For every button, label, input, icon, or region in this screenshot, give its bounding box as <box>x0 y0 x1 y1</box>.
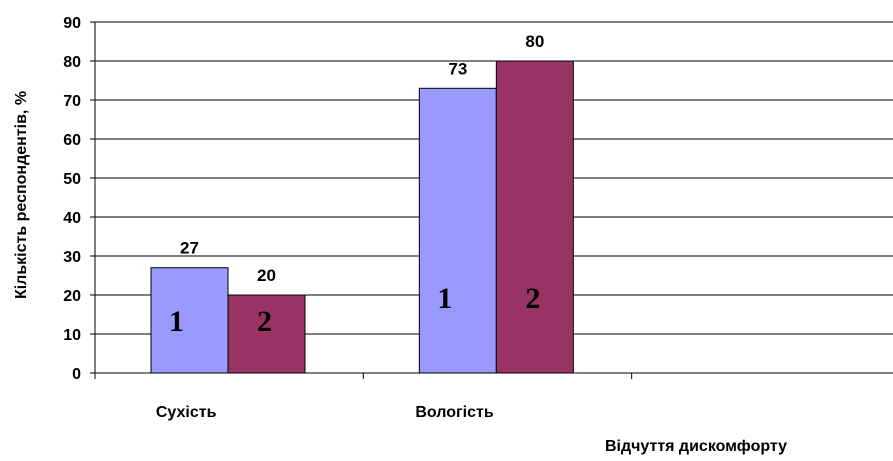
bars <box>150 60 574 374</box>
y-tick-labels: 0 10 20 30 40 50 60 70 80 90 <box>63 15 81 383</box>
y-tick-label-50: 50 <box>63 171 81 188</box>
bar-s1-1 <box>418 87 497 374</box>
x-tick-label-1: Вологість <box>415 404 494 421</box>
data-label-s1-0: 27 <box>180 239 199 258</box>
y-tick-label-60: 60 <box>63 132 81 149</box>
y-tick-label-90: 90 <box>63 15 81 32</box>
axes <box>90 21 893 379</box>
x-axis-label: Відчуття дискомфорту <box>605 438 787 455</box>
bar-s1-0 <box>150 267 229 374</box>
y-tick-label-10: 10 <box>63 327 81 344</box>
y-tick-label-70: 70 <box>63 93 81 110</box>
series-number-s1-0: 1 <box>169 305 184 338</box>
series-number-s1-1: 1 <box>437 282 452 315</box>
series-number-s2-1: 2 <box>525 282 540 315</box>
y-tick-label-80: 80 <box>63 54 81 71</box>
y-tick-label-20: 20 <box>63 288 81 305</box>
bar-labels: 27 1 73 1 20 2 80 2 <box>169 32 544 338</box>
x-tick-labels: Сухість Вологість <box>156 404 494 421</box>
series-number-s2-0: 2 <box>257 305 272 338</box>
y-tick-label-0: 0 <box>72 366 81 383</box>
data-label-s2-0: 20 <box>257 266 276 285</box>
y-axis-label: Кількість респондентів, % <box>13 91 30 299</box>
bar-s2-1 <box>495 60 574 374</box>
y-tick-label-30: 30 <box>63 249 81 266</box>
data-label-s2-1: 80 <box>525 32 544 51</box>
data-label-s1-1: 73 <box>448 59 467 78</box>
x-tick-label-0: Сухість <box>156 404 217 421</box>
y-tick-label-40: 40 <box>63 210 81 227</box>
